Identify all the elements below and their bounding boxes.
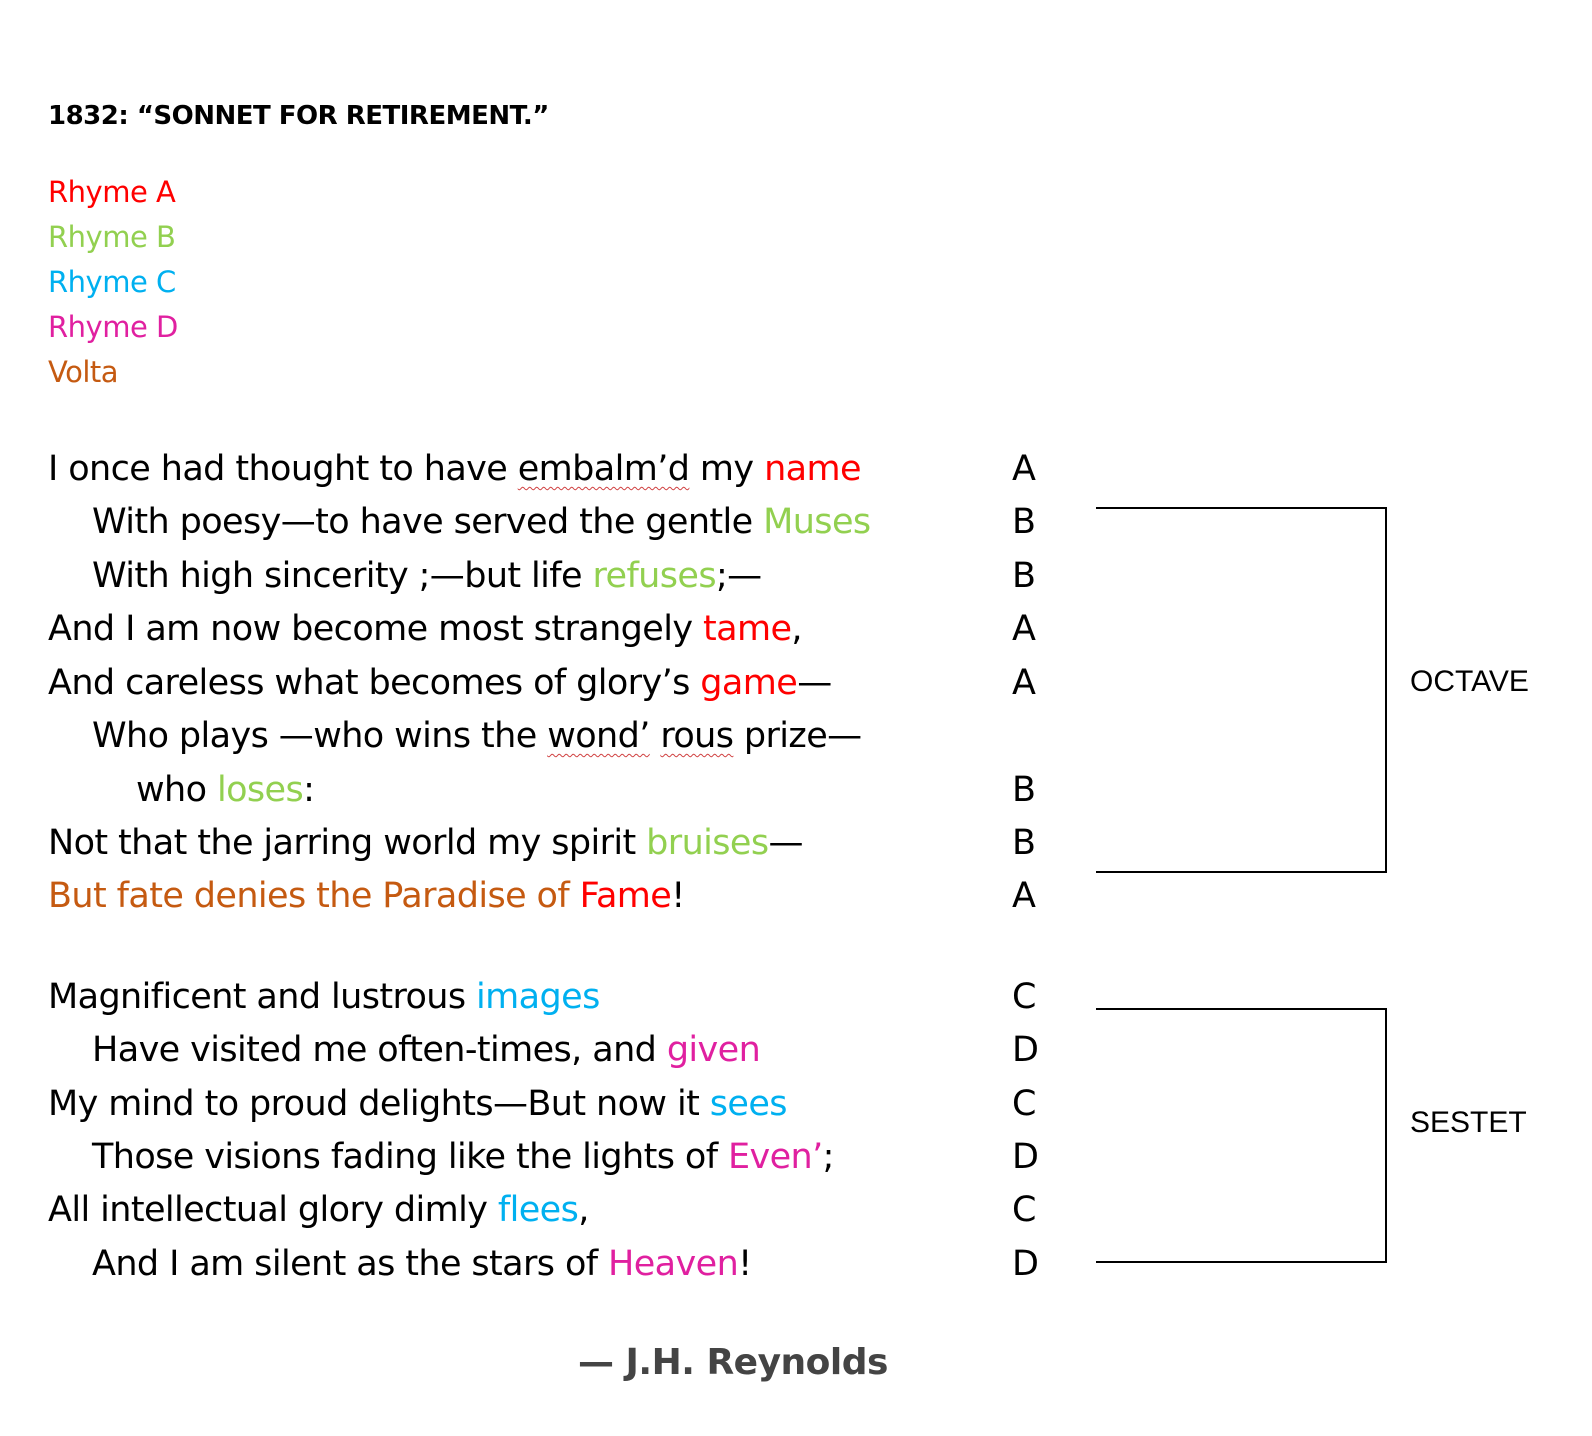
rhyme-letter: A	[1012, 609, 1036, 649]
rhyme-b-word: refuses	[592, 556, 717, 596]
line-text	[650, 716, 661, 756]
rhyme-b-word: Muses	[763, 502, 871, 542]
line-text: Magnificent and lustrous	[48, 977, 477, 1017]
poem-line: Those visions fading like the lights of …	[92, 1137, 834, 1177]
octave-label: OCTAVE	[1410, 665, 1529, 698]
rhyme-letter: D	[1012, 1137, 1039, 1177]
flagged-word: embalm’d	[517, 449, 690, 489]
poem-line: With high sincerity ;—but life refuses;—	[92, 556, 762, 596]
bracket-top-line	[1096, 507, 1387, 509]
page-title: 1832: “SONNET FOR RETIREMENT.”	[48, 101, 549, 131]
line-text: Not that the jarring world my spirit	[48, 823, 647, 863]
line-text: —	[797, 663, 832, 703]
line-text: I once had thought to have	[48, 449, 518, 489]
line-text: My mind to proud delights—But now it	[48, 1084, 710, 1124]
poem-line: And I am silent as the stars of Heaven!	[92, 1244, 752, 1284]
rhyme-letter: D	[1012, 1030, 1039, 1070]
bracket-bottom-line	[1096, 871, 1387, 873]
line-text: All intellectual glory dimly	[48, 1190, 498, 1230]
legend-volta: Volta	[48, 355, 119, 389]
line-text: And I am now become most strangely	[48, 609, 703, 649]
poem-line: And I am now become most strangely tame,	[48, 609, 802, 649]
line-text: ;—	[715, 556, 762, 596]
poem-line: And careless what becomes of glory’s gam…	[48, 663, 832, 703]
line-text: ,	[578, 1190, 589, 1230]
line-text: Who plays —who wins the	[92, 716, 548, 756]
poem-line: All intellectual glory dimly flees,	[48, 1190, 589, 1230]
rhyme-d-word: given	[666, 1030, 761, 1070]
bracket-top-line	[1096, 1008, 1387, 1010]
bracket-vertical-line	[1385, 507, 1387, 873]
rhyme-letter: C	[1012, 1084, 1037, 1124]
volta-word: But fate denies the Paradise of	[48, 876, 580, 916]
line-text: Those visions fading like the lights of	[92, 1137, 728, 1177]
rhyme-c-word: sees	[709, 1084, 788, 1124]
poem-line: But fate denies the Paradise of Fame!	[48, 876, 685, 916]
line-text: prize—	[733, 716, 862, 756]
rhyme-b-word: loses	[216, 770, 304, 810]
line-text: :	[303, 770, 315, 810]
rhyme-letter: B	[1012, 823, 1037, 863]
line-text: —	[768, 823, 804, 863]
line-text: And I am silent as the stars of	[92, 1244, 609, 1284]
poem-line: I once had thought to have embalm’d my n…	[48, 449, 862, 489]
rhyme-letter: A	[1012, 663, 1036, 703]
line-text: !	[671, 876, 685, 916]
rhyme-letter: B	[1012, 770, 1037, 810]
rhyme-a-word: tame	[702, 609, 792, 649]
flagged-word: rous	[660, 716, 734, 756]
legend-rhyme-a: Rhyme A	[48, 175, 176, 209]
flagged-word: wond’	[547, 716, 650, 756]
line-text: ;	[822, 1137, 835, 1177]
rhyme-b-word: bruises	[646, 823, 769, 863]
line-text: my	[689, 449, 765, 489]
legend-rhyme-c: Rhyme C	[48, 265, 176, 299]
poem-line: Who plays —who wins the wond’ rous prize…	[92, 716, 862, 756]
bracket-vertical-line	[1385, 1008, 1387, 1263]
author-attribution: — J.H. Reynolds	[578, 1342, 888, 1383]
poem-line: who loses:	[136, 770, 315, 810]
poem-line: Not that the jarring world my spirit bru…	[48, 823, 804, 863]
poem-line: My mind to proud delights—But now it see…	[48, 1084, 787, 1124]
rhyme-d-word: Heaven	[608, 1244, 739, 1284]
poem-line: Have visited me often-times, and given	[92, 1030, 761, 1070]
line-text: Have visited me often-times, and	[92, 1030, 667, 1070]
line-text: ,	[791, 609, 802, 649]
poem-line: Magnificent and lustrous images	[48, 977, 600, 1017]
line-text: who	[136, 770, 217, 810]
rhyme-letter: B	[1012, 556, 1037, 596]
legend-rhyme-d: Rhyme D	[48, 310, 178, 344]
line-text: With high sincerity ;—but life	[92, 556, 593, 596]
rhyme-a-word: Fame	[579, 876, 672, 916]
rhyme-letter: A	[1012, 876, 1036, 916]
sestet-label: SESTET	[1410, 1106, 1527, 1139]
rhyme-c-word: images	[476, 977, 600, 1017]
legend-rhyme-b: Rhyme B	[48, 220, 176, 254]
rhyme-c-word: flees	[497, 1190, 579, 1230]
rhyme-letter: C	[1012, 977, 1037, 1017]
rhyme-letter: C	[1012, 1190, 1037, 1230]
rhyme-a-word: game	[700, 663, 798, 703]
line-text: !	[738, 1244, 752, 1284]
rhyme-letter: B	[1012, 502, 1037, 542]
bracket-bottom-line	[1096, 1261, 1387, 1263]
rhyme-d-word: Even’	[727, 1137, 823, 1177]
rhyme-a-word: name	[764, 449, 861, 489]
rhyme-letter: A	[1012, 449, 1036, 489]
poem-line: With poesy—to have served the gentle Mus…	[92, 502, 871, 542]
rhyme-letter: D	[1012, 1244, 1039, 1284]
line-text: With poesy—to have served the gentle	[92, 502, 764, 542]
line-text: And careless what becomes of glory’s	[48, 663, 701, 703]
